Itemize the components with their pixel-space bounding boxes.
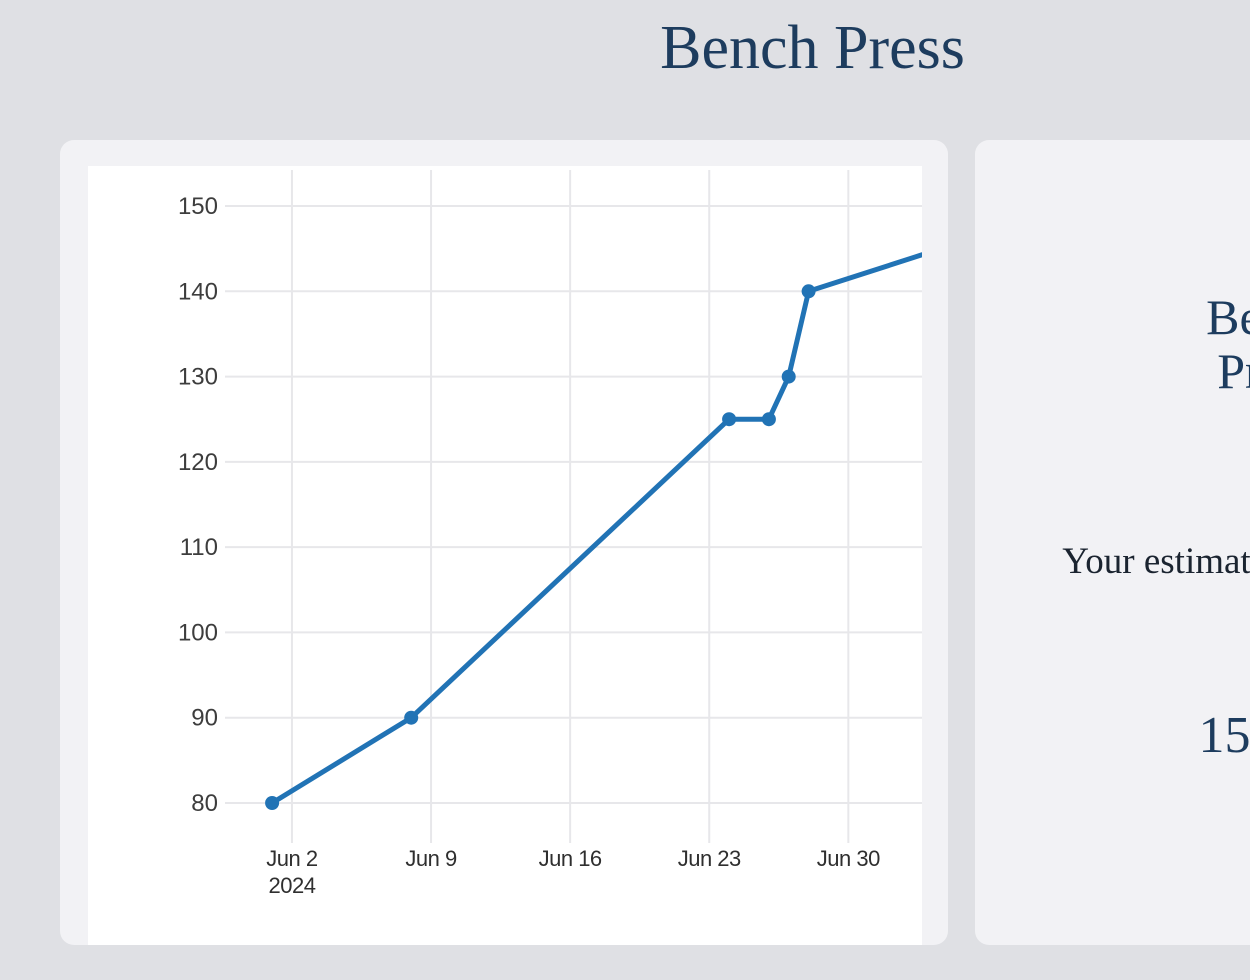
series-line	[269, 252, 922, 806]
chart-card: 150 140 130 120 110 100 90 80 Jun 2 2024 Jun 9 Jun …	[60, 140, 948, 945]
x-tick-label: Jun 30	[817, 846, 880, 871]
data-point-marker	[761, 412, 776, 427]
y-tick-label: 150	[178, 193, 218, 220]
y-tick-label: 100	[178, 619, 218, 646]
x-tick-sublabel: 2024	[268, 873, 315, 898]
page-title: Bench Press	[660, 14, 965, 82]
y-tick-label: 140	[178, 278, 218, 305]
y-tick-label: 90	[191, 705, 218, 732]
data-point-marker	[722, 412, 737, 427]
y-tick-label: 110	[180, 534, 218, 561]
stats-card: Bench Press Your estimated one rep max 1…	[975, 140, 1250, 945]
data-point-marker	[801, 284, 816, 299]
estimated-one-rep-max-value: 150 kg	[1198, 707, 1250, 764]
x-tick-label: Jun 23	[678, 846, 741, 871]
y-tick-label: 130	[178, 364, 218, 391]
data-point-marker	[404, 710, 419, 725]
data-points	[265, 284, 816, 810]
stats-card-title: Bench Press	[1206, 289, 1250, 399]
x-tick-label: Jun 16	[539, 846, 602, 871]
data-point-marker	[265, 796, 280, 810]
estimated-one-rep-max-label: Your estimated one rep max	[1062, 541, 1250, 582]
y-tick-label: 80	[191, 790, 218, 817]
x-tick-label: Jun 2	[266, 846, 318, 871]
x-tick-label: Jun 9	[405, 846, 457, 871]
data-point-marker	[781, 369, 796, 384]
y-gridlines-and-labels: 150 140 130 120 110 100 90 80	[178, 193, 922, 817]
y-tick-label: 120	[178, 449, 218, 476]
